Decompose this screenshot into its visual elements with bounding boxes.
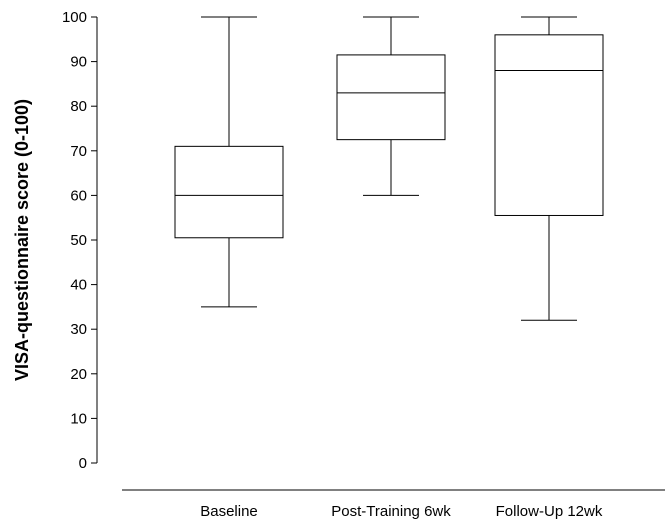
y-tick-label: 30 — [70, 321, 87, 338]
y-tick-label: 50 — [70, 232, 87, 249]
iqr-box — [494, 34, 604, 216]
y-axis: 0 10 20 30 40 50 60 70 80 90 100 — [62, 9, 98, 472]
x-category-label: Follow-Up 12wk — [496, 503, 603, 520]
y-axis-title: VISA-questionnaire score (0-100) — [12, 99, 32, 381]
y-tick-label: 10 — [70, 410, 87, 427]
x-category-label: Post-Training 6wk — [331, 503, 451, 520]
x-category-label: Baseline — [200, 503, 258, 520]
y-tick-label: 20 — [70, 366, 87, 383]
y-tick-label: 0 — [79, 455, 87, 472]
y-tick-label: 40 — [70, 277, 87, 294]
iqr-box — [336, 54, 446, 141]
box-3 — [494, 16, 604, 321]
x-axis: Baseline Post-Training 6wk Follow-Up 12wk — [122, 489, 665, 520]
y-tick-label: 70 — [70, 143, 87, 160]
y-tick-label: 60 — [70, 187, 87, 204]
box-2 — [336, 16, 446, 196]
y-tick-label: 80 — [70, 98, 87, 115]
iqr-box — [174, 145, 284, 239]
boxes — [174, 16, 604, 321]
y-tick-label: 90 — [70, 54, 87, 71]
box-1 — [174, 16, 284, 308]
y-tick-label: 100 — [62, 9, 87, 26]
